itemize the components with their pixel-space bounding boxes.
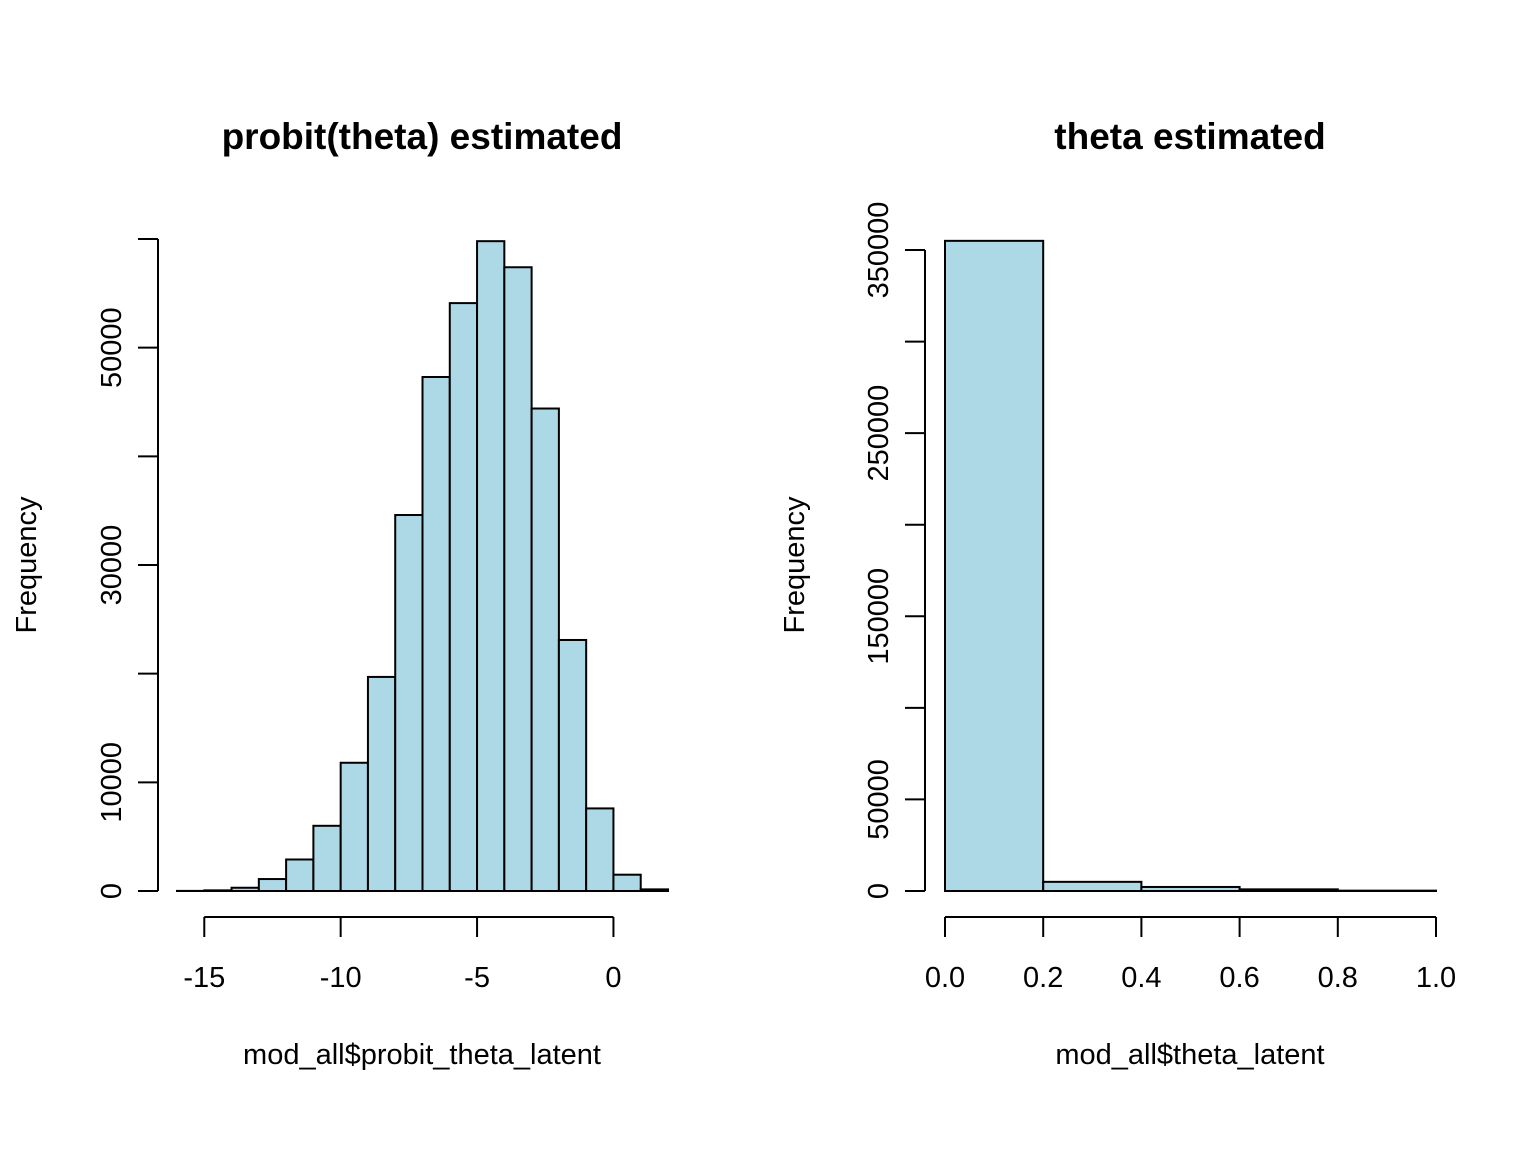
histogram-bar <box>1042 880 1143 892</box>
y-tick-label: 30000 <box>96 525 128 606</box>
bars-group <box>944 239 1438 893</box>
y-ticks: 0 50000 150000 250000 350000 <box>863 202 925 899</box>
histogram-bar <box>530 407 560 892</box>
x-tick-label: 0.2 <box>1023 962 1063 994</box>
y-tick-label: 0 <box>863 883 895 899</box>
histogram-bar <box>1238 888 1339 892</box>
histogram-bar <box>421 376 451 892</box>
histogram-bar <box>312 824 342 892</box>
x-axis-title: mod_all$theta_latent <box>1055 1039 1324 1071</box>
x-tick-label: -15 <box>183 962 225 994</box>
y-tick-label: 150000 <box>863 568 895 665</box>
x-tick-label: 0.6 <box>1219 962 1259 994</box>
histogram-bar <box>394 514 424 892</box>
y-axis-title: Frequency <box>11 496 43 634</box>
histogram-bar <box>448 302 479 892</box>
histogram-bar <box>476 240 506 892</box>
x-tick-label: 0.4 <box>1121 962 1161 994</box>
y-tick-label: 50000 <box>96 307 128 388</box>
y-tick-label: 350000 <box>863 202 895 299</box>
histogram-bar <box>639 888 670 892</box>
histogram-bar <box>257 878 288 893</box>
x-axis-title: mod_all$probit_theta_latent <box>243 1039 601 1071</box>
y-ticks: 0 10000 30000 50000 <box>96 238 158 899</box>
histogram-bar <box>230 886 260 892</box>
histogram-bar <box>612 873 642 893</box>
x-tick-label: 0.8 <box>1318 962 1358 994</box>
x-tick-label: -10 <box>320 962 362 994</box>
histogram-bar <box>557 638 588 892</box>
histogram-bar <box>503 266 533 892</box>
y-axis-title: Frequency <box>779 496 811 634</box>
histogram-bar <box>1140 885 1241 893</box>
y-tick-label: 10000 <box>96 742 128 823</box>
x-tick-label: -5 <box>464 962 490 994</box>
bars-group <box>176 240 670 893</box>
y-tick-label: 0 <box>96 883 128 899</box>
histogram-theta: theta estimated 0 50000 150000 250000 350000… <box>779 116 1456 1071</box>
x-tick-label: 0 <box>605 962 621 994</box>
chart-title: probit(theta) estimated <box>222 116 623 157</box>
x-tick-label: 1.0 <box>1416 962 1456 994</box>
histogram-probit-theta: probit(theta) estimated 0 10000 30000 50000… <box>11 116 670 1071</box>
x-ticks: 0.0 0.2 0.4 0.6 0.8 1.0 <box>925 917 1456 994</box>
histogram-bar <box>366 675 397 893</box>
histogram-bar <box>285 858 315 893</box>
x-tick-label: 0.0 <box>925 962 965 994</box>
histogram-bar <box>203 889 233 893</box>
histogram-bar <box>944 239 1045 893</box>
y-tick-label: 250000 <box>863 385 895 482</box>
chart-title: theta estimated <box>1054 116 1325 157</box>
histogram-bar <box>339 761 369 892</box>
histogram-bar <box>585 807 615 892</box>
x-ticks: -15 -10 -5 0 <box>183 917 622 994</box>
y-tick-label: 50000 <box>863 759 895 840</box>
